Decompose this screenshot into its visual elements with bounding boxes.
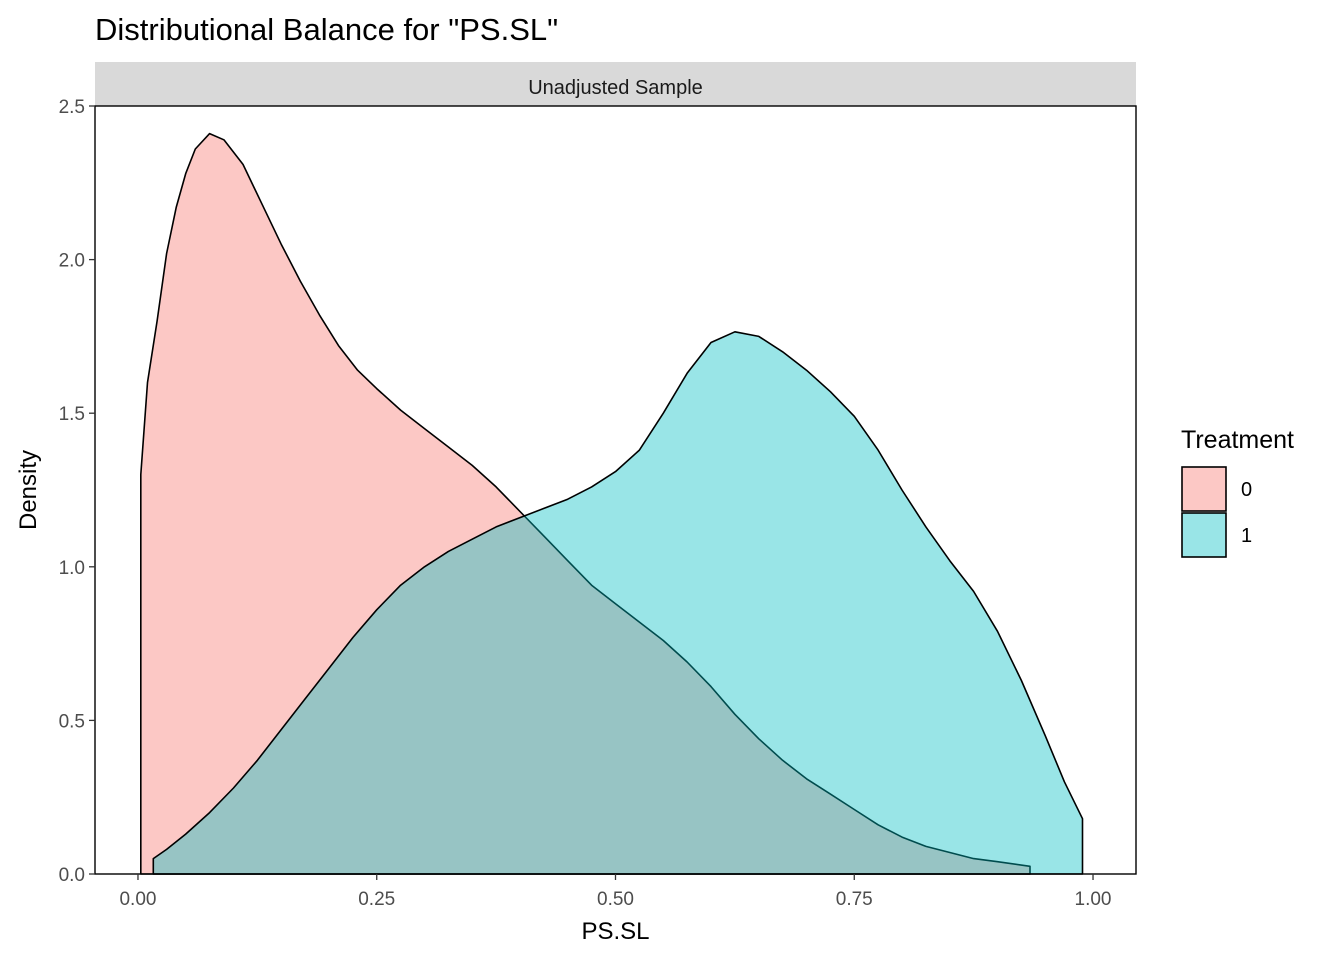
legend-title: Treatment xyxy=(1181,426,1294,454)
y-axis-title: Density xyxy=(15,450,42,530)
legend: Treatment 0 1 xyxy=(1181,426,1294,558)
y-tick-label: 0.0 xyxy=(59,865,85,886)
x-tick-label: 0.25 xyxy=(358,889,395,910)
facet-strip xyxy=(95,62,1136,106)
x-axis-title: PS.SL xyxy=(581,918,649,945)
y-tick-label: 2.5 xyxy=(59,97,85,118)
legend-swatch-treatment-1 xyxy=(1181,512,1227,558)
legend-key-background xyxy=(1181,512,1227,558)
x-tick-label: 0.50 xyxy=(597,889,634,910)
legend-swatch-treatment-0 xyxy=(1181,466,1227,512)
legend-label-treatment-0: 0 xyxy=(1241,479,1252,501)
density-area-treatment-1 xyxy=(152,331,1084,875)
x-tick-label: 1.00 xyxy=(1075,889,1112,910)
legend-label-treatment-1: 1 xyxy=(1241,525,1252,547)
x-tick-label: 0.75 xyxy=(836,889,873,910)
facet-label: Unadjusted Sample xyxy=(528,77,703,99)
y-tick-label: 0.5 xyxy=(59,711,85,732)
legend-key-background xyxy=(1181,466,1227,512)
y-tick-label: 1.0 xyxy=(59,558,85,579)
y-tick-label: 1.5 xyxy=(59,404,85,425)
plot-area xyxy=(140,132,1084,875)
x-axis: 0.00 0.25 0.50 0.75 1.00 xyxy=(119,874,1112,910)
density-area-treatment-0 xyxy=(140,132,1031,875)
y-axis: 0.0 0.5 1.0 1.5 2.0 2.5 xyxy=(59,97,95,886)
y-tick-label: 2.0 xyxy=(59,251,85,272)
x-tick-label: 0.00 xyxy=(119,889,156,910)
chart-title: Distributional Balance for "PS.SL" xyxy=(95,12,558,47)
